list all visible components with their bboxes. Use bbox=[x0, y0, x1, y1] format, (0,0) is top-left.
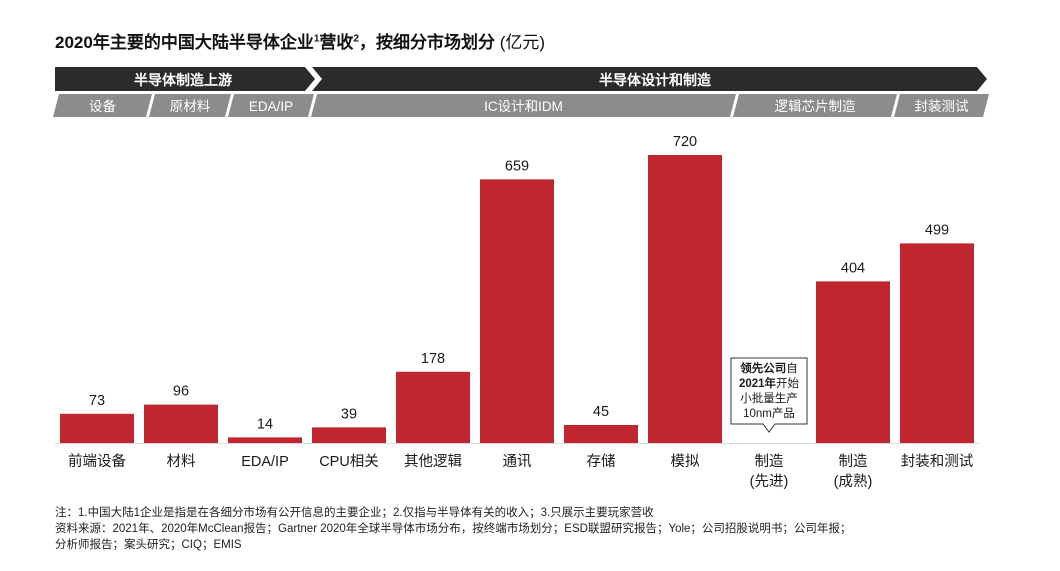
subheader-ic-design-idm-label: IC设计和IDM bbox=[484, 99, 563, 114]
annotation-text-0: 自 bbox=[786, 362, 798, 375]
annotation-text-2: 小批量生产 bbox=[740, 391, 798, 405]
annotation-callout bbox=[730, 357, 808, 433]
category-label-0-0: 前端设备 bbox=[68, 453, 126, 470]
category-label-7-0: 模拟 bbox=[671, 453, 700, 470]
category-label-4-0: 其他逻辑 bbox=[404, 453, 462, 470]
annotation-bold-0: 领先公司 bbox=[739, 361, 786, 375]
category-label-8-0: 制造 bbox=[755, 453, 784, 470]
category-label-9-1: (成熟) bbox=[834, 473, 873, 490]
value-label-5: 659 bbox=[505, 158, 529, 174]
category-label-6-0: 存储 bbox=[587, 453, 616, 470]
subheader-ic-design-idm-band bbox=[311, 94, 736, 117]
footnotes: 注：1.中国大陆1企业是指是在各细分市场有公开信息的主要企业；2.仅指与半导体有… bbox=[55, 505, 1045, 553]
value-label-4: 178 bbox=[421, 351, 445, 367]
value-label-9: 404 bbox=[841, 260, 865, 276]
bar-6 bbox=[564, 425, 638, 443]
header-upstream-label: 半导体制造上游 bbox=[134, 72, 232, 88]
bar-1 bbox=[144, 404, 218, 443]
footnote-line: 注：1.中国大陆1企业是指是在各细分市场有公开信息的主要企业；2.仅指与半导体有… bbox=[55, 507, 654, 519]
bar-10 bbox=[900, 243, 974, 443]
bar-3 bbox=[312, 427, 386, 443]
annotation-line-2: 小批量生产 bbox=[740, 391, 798, 405]
value-label-6: 45 bbox=[593, 404, 609, 420]
value-label-7: 720 bbox=[673, 134, 697, 150]
annotation-line-1: 2021年开始 bbox=[739, 376, 800, 390]
value-label-10: 499 bbox=[925, 222, 949, 238]
subheader-equipment-label: 设备 bbox=[89, 98, 116, 114]
bar-4 bbox=[396, 371, 470, 443]
source-line: 资料来源：2021年、2020年McClean报告；Gartner 2020年全… bbox=[55, 523, 852, 535]
annotation-line-0: 领先公司自 bbox=[739, 361, 798, 375]
bar-0 bbox=[60, 413, 134, 443]
subheader-equipment-band bbox=[53, 94, 152, 117]
subheader-materials-label: 原材料 bbox=[170, 99, 211, 114]
category-label-8-1: (先进) bbox=[750, 473, 789, 490]
annotation-line-3: 10nm产品 bbox=[743, 406, 795, 420]
chart-title: 2020年主要的中国大陆半导体企业1营收2，按细分市场划分 (亿元) bbox=[55, 33, 546, 52]
subheader-packaging-testing-band bbox=[894, 94, 989, 117]
category-label-9-0: 制造 bbox=[839, 453, 868, 470]
subheader-logic-manufacturing-band bbox=[733, 94, 897, 117]
annotation-text-3: 10nm产品 bbox=[743, 406, 795, 420]
header-design-label: 半导体设计和制造 bbox=[599, 72, 711, 88]
subheader-eda-ip-label: EDA/IP bbox=[249, 99, 293, 114]
annotation-bold-1: 2021年 bbox=[739, 376, 777, 390]
bar-2 bbox=[228, 437, 302, 443]
subheader-materials-band bbox=[149, 94, 231, 117]
category-label-5-0: 通讯 bbox=[503, 453, 532, 470]
annotation-text-1: 开始 bbox=[776, 376, 799, 390]
category-label-3-0: CPU相关 bbox=[319, 453, 379, 470]
category-label-10-0: 封装和测试 bbox=[901, 453, 974, 470]
header-design-band bbox=[312, 67, 987, 91]
category-label-2-0: EDA/IP bbox=[241, 454, 289, 470]
source-line-cont: 分析师报告；案头研究；CIQ；EMIS bbox=[55, 539, 242, 551]
bar-9 bbox=[816, 281, 890, 443]
subheader-logic-manufacturing-label: 逻辑芯片制造 bbox=[775, 99, 856, 114]
category-label-1-0: 材料 bbox=[167, 453, 196, 470]
header-upstream-band bbox=[55, 67, 315, 91]
bar-7 bbox=[648, 155, 722, 443]
subheader-packaging-testing-label: 封装测试 bbox=[915, 99, 969, 114]
value-label-1: 96 bbox=[173, 384, 189, 400]
bar-5 bbox=[480, 179, 554, 443]
subheader-eda-ip-band bbox=[228, 94, 314, 117]
value-label-2: 14 bbox=[257, 416, 273, 432]
value-label-3: 39 bbox=[341, 406, 357, 422]
value-label-0: 73 bbox=[89, 393, 105, 409]
chart-unit: (亿元) bbox=[499, 33, 546, 52]
